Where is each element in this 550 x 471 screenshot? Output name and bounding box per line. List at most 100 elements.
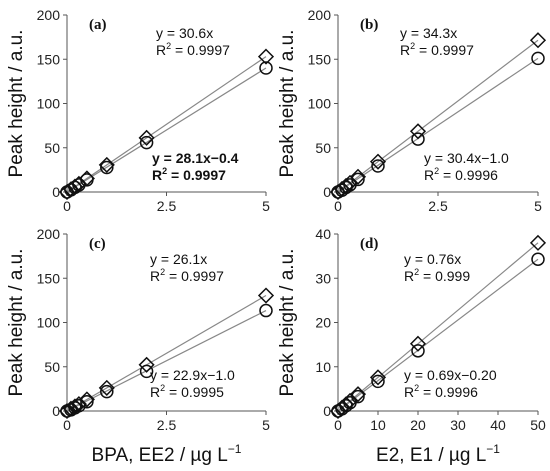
y-tick-label: 0 xyxy=(323,403,331,419)
data-point-diamond xyxy=(257,48,275,65)
y-axis-title: Peak height / a.u. xyxy=(6,30,27,178)
data-point-circle xyxy=(351,172,365,187)
r-squared-superscript: 2 xyxy=(160,267,165,277)
data-point-diamond xyxy=(409,335,427,352)
data-point-circle xyxy=(531,252,545,266)
r-squared-value: = 0.9997 xyxy=(167,167,226,183)
data-point-diamond xyxy=(257,287,275,304)
fit-r-squared: R2 = 0.9997 xyxy=(400,41,474,58)
data-point-diamond xyxy=(138,356,155,373)
y-tick-label: 150 xyxy=(37,51,61,67)
r-squared-superscript: 2 xyxy=(166,41,171,51)
data-point-diamond xyxy=(58,402,76,420)
y-tick-label: 200 xyxy=(37,226,61,242)
y-tick-label: 150 xyxy=(308,51,332,67)
data-point-diamond xyxy=(529,32,547,49)
y-axis-title: Peak height / a.u. xyxy=(277,30,298,178)
r-squared-value: = 0.9996 xyxy=(419,384,478,400)
fit-line-circle xyxy=(337,258,539,412)
y-tick-label: 200 xyxy=(308,7,332,23)
r-squared-value: = 0.9996 xyxy=(439,167,498,183)
fit-equation: y = 0.69x−0.20 xyxy=(404,367,497,383)
r-squared-superscript: 2 xyxy=(414,383,419,393)
x-tick-label: 0 xyxy=(334,417,342,433)
fit-equation: y = 30.4x−1.0 xyxy=(424,150,509,166)
data-point-circle xyxy=(371,374,385,389)
data-point-diamond xyxy=(369,369,387,386)
chart-panel-c: 0 50 100 150 200 0 2.5 5 Peak height / a.u. BPA, … xyxy=(6,226,275,466)
y-tick-label: 10 xyxy=(315,359,331,375)
fit-r-squared: R2 = 0.9995 xyxy=(150,383,224,400)
data-point-circle xyxy=(411,132,425,146)
y-tick-label: 50 xyxy=(315,140,331,156)
data-point-circle xyxy=(100,160,114,175)
r-squared-value: = 0.9997 xyxy=(165,268,224,284)
data-point-circle xyxy=(259,303,273,318)
x-tick-label: 5 xyxy=(262,198,270,214)
r-squared-superscript: 2 xyxy=(162,166,167,176)
y-tick-label: 150 xyxy=(37,270,61,286)
data-point-diamond xyxy=(369,153,387,170)
fit-equation: y = 22.9x−1.0 xyxy=(150,367,235,383)
data-point-circle xyxy=(139,364,154,379)
data-point-circle xyxy=(339,180,353,195)
fit-line-circle xyxy=(66,310,267,412)
chart-panel-d: 0 10 20 30 40 0 10 20 30 40 50 Peak height / a.u. E2… xyxy=(277,226,547,466)
x-tick-label: 10 xyxy=(370,417,386,433)
x-tick-label: 40 xyxy=(490,417,506,433)
r-squared-value: = 0.9997 xyxy=(415,42,474,58)
x-axis-title-superscript: −1 xyxy=(228,442,242,456)
fit-r-squared: R2 = 0.9996 xyxy=(424,166,498,183)
r-squared-superscript: 2 xyxy=(414,267,419,277)
data-point-circle xyxy=(531,51,545,66)
y-tick-label: 50 xyxy=(44,140,60,156)
r-squared-value: = 0.9997 xyxy=(171,42,230,58)
x-tick-label: 20 xyxy=(410,417,426,433)
y-axis-title: Peak height / a.u. xyxy=(6,249,27,397)
data-point-diamond xyxy=(349,168,367,185)
data-point-circle xyxy=(139,135,154,150)
fit-r-squared: R2 = 0.9997 xyxy=(156,41,230,58)
x-tick-label: 30 xyxy=(450,417,466,433)
x-tick-label: 5 xyxy=(534,198,542,214)
y-tick-label: 50 xyxy=(44,359,60,375)
y-tick-label: 0 xyxy=(52,403,60,419)
x-tick-label: 2.5 xyxy=(428,198,448,214)
data-point-diamond xyxy=(98,156,115,173)
y-axis-title: Peak height / a.u. xyxy=(277,249,298,397)
x-tick-label: 0 xyxy=(63,417,71,433)
data-point-circle xyxy=(259,61,273,75)
data-point-diamond xyxy=(409,123,427,140)
fit-equation: y = 30.6x xyxy=(156,25,213,41)
y-tick-label: 100 xyxy=(37,315,61,331)
y-tick-label: 100 xyxy=(308,96,332,112)
panel-label: (d) xyxy=(360,236,378,252)
data-point-diamond xyxy=(529,234,547,251)
fit-r-squared: R2 = 0.999 xyxy=(404,267,470,284)
data-point-circle xyxy=(80,394,94,409)
chart-panel-b: 0 50 100 150 200 0 2.5 5 Peak height / a.u. (b) y … xyxy=(277,7,547,214)
x-tick-label: 2.5 xyxy=(157,198,177,214)
fit-line-diamond xyxy=(337,242,539,412)
data-point-circle xyxy=(351,389,365,404)
data-point-circle xyxy=(339,399,353,413)
r-squared-value: = 0.9995 xyxy=(165,384,224,400)
fit-line-circle xyxy=(337,57,539,193)
x-axis-title: E2, E1 / µg L−1 xyxy=(376,442,500,466)
x-axis-title-superscript: −1 xyxy=(486,442,500,456)
y-tick-label: 100 xyxy=(37,96,61,112)
data-point-diamond xyxy=(98,379,115,396)
data-point-circle xyxy=(100,384,114,399)
y-tick-label: 40 xyxy=(315,226,331,242)
r-squared-superscript: 2 xyxy=(160,383,165,393)
x-tick-label: 5 xyxy=(262,417,270,433)
data-point-circle xyxy=(72,399,86,413)
fit-line-diamond xyxy=(66,56,267,193)
y-tick-label: 0 xyxy=(323,184,331,200)
fit-equation: y = 0.76x xyxy=(404,251,461,267)
fit-line-circle xyxy=(66,67,267,193)
x-tick-label: 50 xyxy=(530,417,546,433)
y-tick-label: 200 xyxy=(37,7,61,23)
r-squared-superscript: 2 xyxy=(434,166,439,176)
